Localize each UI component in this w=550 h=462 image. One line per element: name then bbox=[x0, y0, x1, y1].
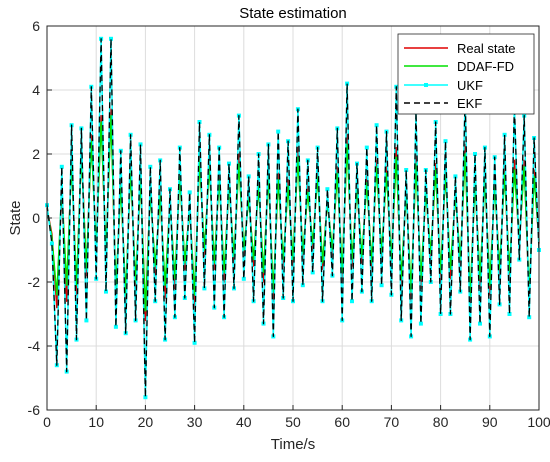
y-tick-label: 2 bbox=[32, 146, 40, 162]
series-marker-ukf bbox=[187, 190, 192, 195]
x-tick-label: 60 bbox=[334, 414, 350, 430]
series-marker-ukf bbox=[325, 187, 330, 192]
series-marker-ukf bbox=[478, 321, 482, 326]
y-tick-label: 0 bbox=[32, 210, 40, 226]
legend-label-ekf: EKF bbox=[457, 96, 482, 111]
y-axis-title: State bbox=[7, 200, 24, 235]
series-marker-ukf bbox=[443, 139, 448, 144]
series-marker-ukf bbox=[404, 168, 409, 172]
series-marker-ukf bbox=[227, 161, 231, 166]
x-tick-label: 20 bbox=[138, 414, 154, 430]
y-tick-label: -4 bbox=[28, 338, 41, 354]
x-tick-label: 90 bbox=[482, 414, 498, 430]
axis-ticks: 0 10 20 30 40 50 60 70 80 90 100 -6 -4 -2 0 2 4 6 bbox=[28, 18, 550, 430]
series-marker-ukf bbox=[350, 299, 354, 304]
x-tick-label: 100 bbox=[527, 414, 550, 430]
x-tick-label: 40 bbox=[236, 414, 252, 430]
legend-label-ukf: UKF bbox=[457, 78, 483, 93]
series-marker-ukf bbox=[453, 174, 458, 179]
series-marker-ukf bbox=[109, 36, 113, 41]
legend: Real state DDAF-FD UKF EKF bbox=[397, 33, 535, 115]
x-tick-label: 10 bbox=[88, 414, 104, 430]
series-marker-ukf bbox=[276, 129, 281, 134]
series-line-ekf bbox=[46, 38, 540, 398]
series-marker-ukf bbox=[310, 270, 315, 275]
series-marker-ukf bbox=[143, 395, 148, 400]
chart-title: State estimation bbox=[239, 5, 347, 22]
plot-lines bbox=[45, 36, 541, 400]
series-marker-ukf bbox=[374, 123, 379, 128]
y-tick-label: -2 bbox=[28, 274, 41, 290]
series-marker-ukf bbox=[345, 81, 350, 86]
series-marker-ukf bbox=[473, 152, 477, 156]
x-tick-label: 80 bbox=[433, 414, 449, 430]
legend-label-ddaf-fd: DDAF-FD bbox=[457, 59, 514, 74]
series-marker-ukf bbox=[84, 318, 89, 323]
series-marker-ukf bbox=[192, 340, 197, 345]
series-marker-ukf bbox=[113, 324, 118, 329]
legend-label-real-state: Real state bbox=[457, 41, 516, 56]
x-tick-label: 0 bbox=[43, 414, 51, 430]
series-marker-ukf bbox=[59, 164, 64, 169]
series-marker-ukf bbox=[502, 132, 507, 137]
x-tick-label: 50 bbox=[285, 414, 301, 430]
series-marker-ukf bbox=[507, 312, 512, 316]
x-tick-label: 30 bbox=[187, 414, 203, 430]
series-marker-ukf bbox=[138, 142, 143, 147]
series-marker-ukf bbox=[241, 276, 246, 281]
series-marker-ukf bbox=[438, 312, 443, 316]
y-tick-label: -6 bbox=[28, 402, 41, 418]
series-marker-ukf bbox=[418, 321, 423, 326]
series-marker-ukf bbox=[364, 145, 369, 150]
series-marker-ukf bbox=[197, 120, 202, 124]
series-marker-ukf bbox=[202, 286, 207, 291]
series-marker-ukf bbox=[246, 174, 251, 179]
x-tick-label: 70 bbox=[384, 414, 400, 430]
x-axis-title: Time/s bbox=[271, 436, 315, 453]
y-tick-label: 6 bbox=[32, 18, 40, 34]
series-marker-ukf bbox=[148, 164, 153, 169]
series-marker-ukf bbox=[49, 241, 54, 246]
series-marker-ukf bbox=[379, 283, 384, 288]
series-marker-ukf bbox=[527, 315, 532, 320]
y-tick-label: 4 bbox=[32, 82, 40, 98]
legend-swatch-ukf-marker bbox=[424, 83, 428, 87]
series-marker-ukf bbox=[104, 289, 108, 294]
series-marker-ukf bbox=[300, 283, 305, 288]
